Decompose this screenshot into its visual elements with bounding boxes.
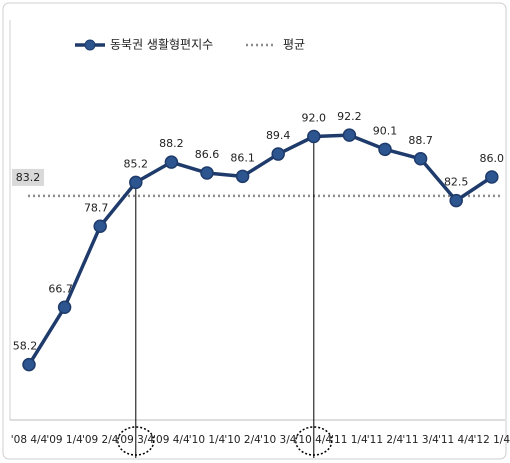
data-label: 88.2 bbox=[159, 137, 184, 150]
data-label: 92.0 bbox=[302, 112, 327, 125]
average-label-box bbox=[12, 168, 44, 186]
point bbox=[342, 128, 357, 142]
x-tick-label: '09 3/4 bbox=[118, 434, 155, 446]
point bbox=[200, 166, 214, 180]
data-label: 90.1 bbox=[373, 124, 398, 137]
point bbox=[57, 300, 72, 315]
point bbox=[413, 152, 428, 166]
data-label: 66.7 bbox=[48, 282, 73, 295]
data-label: 89.4 bbox=[266, 129, 291, 142]
x-tick-label: '10 1/4 bbox=[189, 434, 226, 446]
point bbox=[235, 169, 250, 184]
data-label: 86.0 bbox=[480, 152, 505, 165]
highlight-circle bbox=[295, 426, 333, 456]
point bbox=[378, 142, 392, 157]
point bbox=[271, 147, 285, 161]
x-tick-label: '10 4/4 bbox=[296, 434, 333, 446]
legend-label: 평균 bbox=[283, 38, 305, 52]
point bbox=[307, 129, 321, 144]
point bbox=[164, 155, 179, 169]
legend-marker bbox=[84, 39, 96, 51]
series-line bbox=[27, 133, 493, 366]
x-tick-label: '12 1/4 bbox=[474, 434, 510, 446]
x-tick-label: '09 2/4 bbox=[82, 434, 119, 446]
x-tick-label: '10 3/4 bbox=[260, 434, 297, 446]
data-label: 82.5 bbox=[444, 176, 469, 189]
point bbox=[485, 170, 499, 184]
chart-frame bbox=[2, 2, 507, 460]
x-tick-label: '09 1/4 bbox=[46, 434, 83, 446]
data-label: 78.7 bbox=[84, 201, 109, 214]
point bbox=[129, 175, 143, 190]
x-tick-label: '11 4/4 bbox=[438, 434, 475, 446]
highlight-circle bbox=[117, 426, 155, 456]
x-tick-label: '11 3/4 bbox=[402, 434, 439, 446]
point bbox=[93, 219, 107, 234]
legend-label: 동북권 생활형편지수 bbox=[110, 38, 213, 52]
data-label: 85.2 bbox=[124, 157, 149, 170]
x-tick-label: '10 2/4 bbox=[224, 434, 261, 446]
data-label: 88.7 bbox=[408, 134, 433, 147]
x-tick-label: '11 2/4 bbox=[367, 434, 404, 446]
average-label: 83.2 bbox=[16, 171, 41, 184]
data-label: 86.6 bbox=[195, 148, 220, 161]
data-label: 58.2 bbox=[13, 340, 38, 353]
x-tick-label: '11 1/4 bbox=[331, 434, 368, 446]
point bbox=[22, 357, 36, 372]
x-tick-label: '08 4/4 bbox=[11, 434, 48, 446]
data-label: 92.2 bbox=[337, 110, 362, 123]
data-label: 86.1 bbox=[230, 151, 255, 164]
point bbox=[449, 193, 463, 208]
x-tick-label: '09 4/4 bbox=[153, 434, 190, 446]
